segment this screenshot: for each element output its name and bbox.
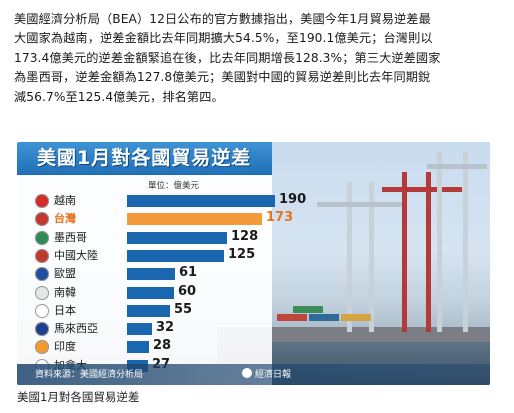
data-label: 128 xyxy=(231,228,259,244)
bar xyxy=(127,231,227,244)
bar-row: 日本 55 xyxy=(17,302,317,320)
article-line: 美國經濟分析局（BEA）12日公布的官方數據指出，美國今年1月貿易逆差最 xyxy=(14,12,431,26)
chart-unit: 單位：億美元 xyxy=(148,181,200,191)
bar-chart: 越南 190 台灣 173 墨西哥 128 中國大陸 125 歐盟 61 南韓 60 日本 55 馬來西亞 3… xyxy=(17,142,306,385)
bar xyxy=(127,268,175,281)
shipping-container xyxy=(277,314,307,321)
flag-icon xyxy=(35,303,49,318)
shipping-container xyxy=(341,314,371,321)
article-line: 為墨西哥，逆差金額為127.8億美元；美國對中國的貿易逆差則比去年同期銳 xyxy=(14,70,431,85)
shipping-container xyxy=(293,306,323,313)
flag-icon xyxy=(35,212,49,227)
data-label: 55 xyxy=(174,301,193,317)
data-label: 61 xyxy=(179,265,198,281)
infographic-figure: 美國1月對各國貿易逆差 單位：億美元 越南 190 台灣 173 墨西哥 128 中國大陸 1… xyxy=(17,142,490,385)
data-label: 190 xyxy=(279,192,307,207)
article-text: 美國經濟分析局（BEA）12日公布的官方數據指出，美國今年1月貿易逆差最 大國家… xyxy=(14,10,502,107)
chart-title: 美國1月對各國貿易逆差 xyxy=(37,147,252,169)
shipping-container xyxy=(309,314,339,321)
article-line: 173.4億美元的逆差金額緊追在後，比去年同期增長128.3%；第三大逆差國家 xyxy=(14,50,441,65)
data-label: 32 xyxy=(156,320,175,336)
bar-row: 墨西哥 128 xyxy=(17,229,317,247)
category-label: 日本 xyxy=(54,303,76,317)
bar xyxy=(127,249,224,262)
bar-row: 越南 190 xyxy=(17,192,317,210)
article-line: 減56.7%至125.4億美元，排名第四。 xyxy=(14,89,224,104)
bar xyxy=(127,213,262,226)
category-label: 歐盟 xyxy=(54,267,76,281)
bar xyxy=(127,304,170,317)
flag-icon xyxy=(35,248,49,263)
bar xyxy=(127,286,174,299)
data-source: 資料來源：美國經濟分析局 xyxy=(35,370,144,380)
bar-row: 馬來西亞 32 xyxy=(17,320,317,338)
dock xyxy=(217,327,490,345)
bar xyxy=(127,323,152,336)
category-label: 台灣 xyxy=(54,212,76,226)
data-label: 125 xyxy=(228,246,256,262)
bar xyxy=(127,195,275,207)
data-label: 60 xyxy=(178,283,197,299)
figure-caption: 美國1月對各國貿易逆差 xyxy=(17,390,140,404)
publisher-logo-icon xyxy=(242,368,252,378)
article-line: 大國家為越南，逆差金額比去年同期擴大54.5%，至190.1億美元；台灣則以 xyxy=(14,31,433,46)
category-label: 墨西哥 xyxy=(54,230,87,244)
flag-icon xyxy=(35,285,49,300)
category-label: 印度 xyxy=(54,340,76,354)
category-label: 越南 xyxy=(54,194,76,207)
category-label: 中國大陸 xyxy=(54,248,98,262)
publisher-name: 經濟日報 xyxy=(255,370,292,380)
bar-row: 台灣 173 xyxy=(17,210,317,228)
chart-title-bar xyxy=(17,142,272,175)
bar-row: 南韓 60 xyxy=(17,284,317,302)
bar xyxy=(127,341,149,354)
data-label: 28 xyxy=(153,338,172,354)
source-bar xyxy=(17,364,490,385)
flag-icon xyxy=(35,230,49,245)
flag-icon xyxy=(35,194,49,208)
flag-icon xyxy=(35,322,49,337)
bar-row: 歐盟 61 xyxy=(17,265,317,283)
bar-row: 中國大陸 125 xyxy=(17,247,317,265)
bar-row: 印度 28 xyxy=(17,338,317,356)
data-label: 173 xyxy=(266,210,294,226)
publisher-logo: 經濟日報 xyxy=(242,367,291,380)
flag-icon xyxy=(35,267,49,282)
category-label: 馬來西亞 xyxy=(54,322,98,336)
category-label: 南韓 xyxy=(54,285,76,299)
flag-icon xyxy=(35,340,49,355)
